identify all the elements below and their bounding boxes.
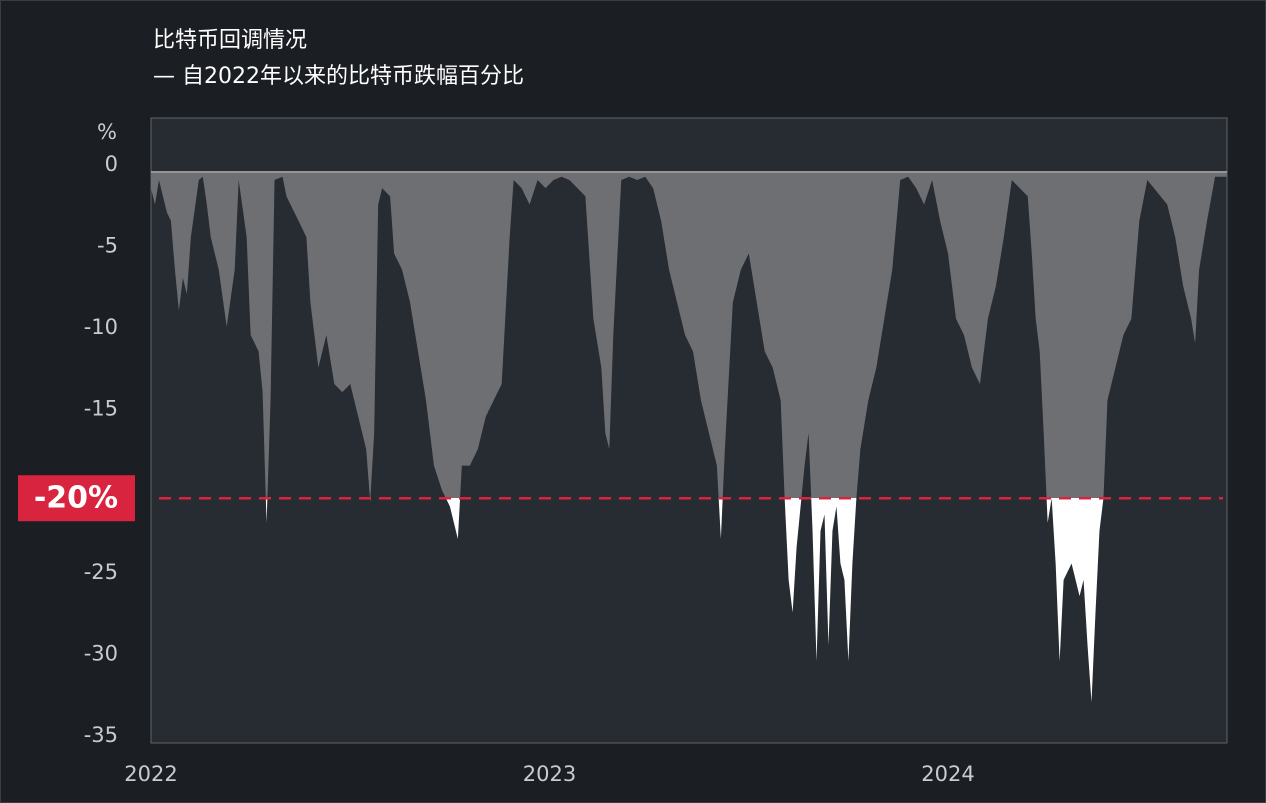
- x-tick-label: 2023: [523, 762, 576, 786]
- y-tick-label: -35: [84, 723, 118, 747]
- chart-title: 比特币回调情况: [153, 28, 307, 53]
- x-tick-label: 2024: [921, 762, 974, 786]
- drawdown-area: [151, 171, 1227, 703]
- y-tick-label: -25: [84, 560, 118, 584]
- x-tick-label: 2022: [124, 762, 177, 786]
- y-tick-label: -10: [84, 315, 118, 339]
- y-tick-label: -5: [97, 233, 118, 257]
- y-unit: %: [97, 120, 117, 144]
- y-tick-label: 0: [105, 152, 118, 176]
- chart-subtitle: — 自2022年以来的比特币跌幅百分比: [153, 64, 524, 89]
- y-tick-label: -15: [84, 397, 118, 421]
- y-tick-label: -30: [84, 641, 118, 665]
- threshold-label-box: [18, 475, 135, 522]
- threshold-label: -20%: [34, 481, 118, 516]
